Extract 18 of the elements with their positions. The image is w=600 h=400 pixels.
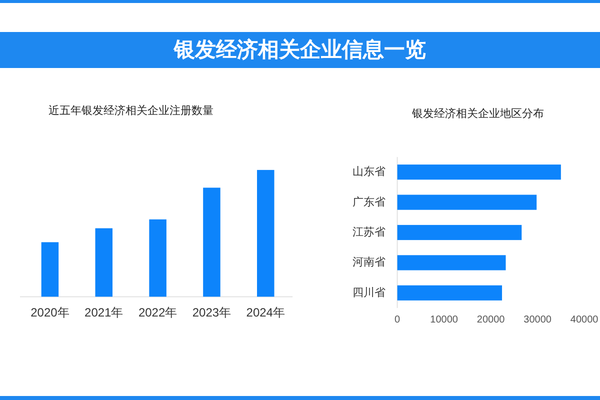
x-tick-label: 2020年 — [30, 306, 70, 320]
x-tick-label: 2023年 — [192, 306, 232, 320]
x-tick-label: 2021年 — [84, 306, 124, 320]
y-tick-label: 河南省 — [352, 256, 386, 269]
x-tick-label: 30000 — [524, 314, 552, 326]
x-tick-label: 2022年 — [138, 306, 178, 320]
x-tick-label: 2024年 — [246, 306, 285, 320]
x-tick-label: 40000 — [570, 314, 599, 326]
chart-title: 银发经济相关企业地区分布 — [411, 107, 544, 120]
x-tick-label: 10000 — [430, 314, 458, 326]
y-tick-label: 四川省 — [352, 286, 386, 299]
x-tick-label: 0 — [394, 314, 401, 326]
y-tick-label: 江苏省 — [352, 226, 386, 238]
y-tick-label: 山东省 — [352, 165, 386, 178]
y-tick-label: 广东省 — [352, 195, 386, 208]
chart-subtitle: 近五年银发经济相关企业注册数量 — [48, 104, 214, 117]
x-tick-label: 20000 — [476, 314, 506, 326]
chart-title: 银发经济相关企业信息一览 — [173, 38, 426, 62]
